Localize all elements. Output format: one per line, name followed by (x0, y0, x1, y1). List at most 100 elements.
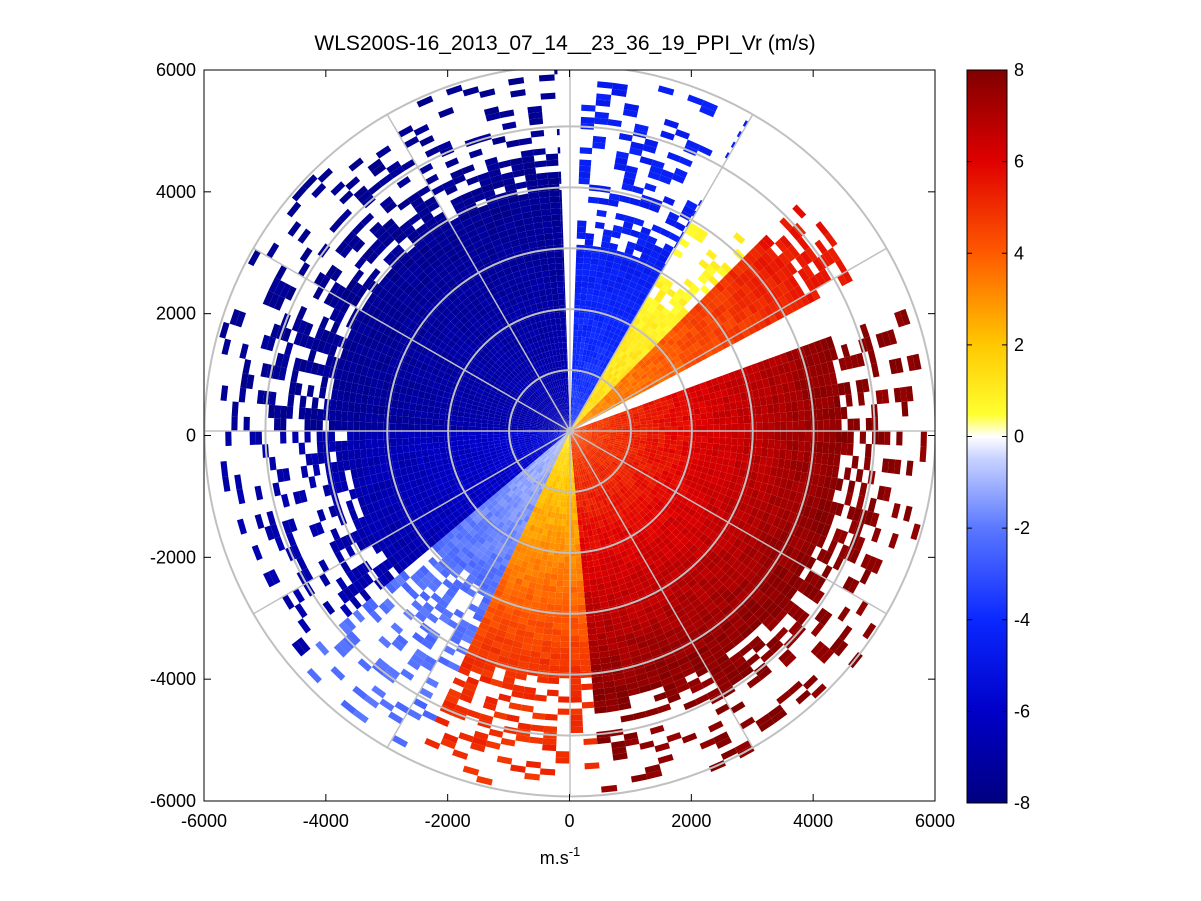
velocity-cell (361, 301, 372, 314)
velocity-cell (562, 410, 566, 417)
velocity-cell (541, 301, 549, 309)
velocity-cell (493, 395, 501, 402)
velocity-cell (580, 361, 585, 368)
velocity-cell (482, 411, 490, 417)
velocity-cell (368, 386, 377, 397)
velocity-cell (755, 414, 763, 423)
velocity-cell (482, 390, 490, 397)
velocity-cell (463, 417, 470, 423)
velocity-cell (718, 444, 726, 452)
velocity-cell (768, 431, 775, 440)
velocity-cell (431, 227, 444, 239)
velocity-cell (260, 362, 270, 378)
velocity-cell (505, 398, 513, 404)
velocity-cell (547, 171, 559, 179)
velocity-cell (559, 311, 566, 319)
velocity-cell (548, 425, 555, 428)
velocity-cell (290, 369, 299, 383)
velocity-cell (329, 295, 340, 309)
velocity-cell (664, 417, 671, 423)
velocity-cell (487, 358, 496, 367)
velocity-cell (580, 555, 588, 563)
velocity-cell (266, 242, 280, 259)
velocity-cell (318, 316, 330, 330)
velocity-cell (577, 379, 581, 386)
velocity-cell (485, 383, 493, 390)
velocity-cell (595, 99, 611, 107)
velocity-cell (431, 387, 439, 396)
velocity-cell (445, 84, 463, 96)
velocity-cell (546, 159, 559, 167)
velocity-cell (517, 193, 530, 202)
velocity-cell (556, 330, 562, 337)
velocity-cell (588, 313, 595, 321)
velocity-cell (478, 350, 487, 359)
velocity-cell (543, 421, 550, 425)
velocity-cell (488, 413, 496, 418)
velocity-cell (550, 647, 561, 654)
velocity-cell (368, 358, 378, 370)
velocity-cell (380, 344, 391, 356)
velocity-cell (505, 335, 513, 344)
velocity-cell (371, 350, 381, 361)
velocity-cell (388, 283, 400, 296)
velocity-cell (548, 426, 555, 429)
velocity-cell (833, 395, 841, 408)
velocity-cell (532, 414, 540, 418)
velocity-cell (489, 232, 500, 242)
velocity-cell (557, 392, 562, 399)
velocity-cell (822, 408, 830, 420)
velocity-cell (235, 310, 247, 328)
velocity-cell (570, 396, 573, 404)
velocity-cell (719, 424, 726, 431)
velocity-cell (518, 137, 533, 146)
velocity-cell (559, 391, 563, 399)
velocity-cell (835, 431, 842, 443)
velocity-cell (572, 390, 575, 398)
velocity-cell (501, 330, 510, 339)
velocity-cell (761, 439, 769, 449)
velocity-cell (741, 399, 749, 409)
velocity-cell (741, 453, 749, 463)
velocity-cell (274, 264, 288, 281)
velocity-cell (555, 537, 561, 544)
velocity-cell (683, 431, 690, 437)
velocity-cell (594, 111, 610, 120)
velocity-cell (262, 290, 275, 307)
velocity-cell (791, 401, 799, 412)
velocity-cell (360, 212, 375, 226)
velocity-cell (522, 353, 529, 362)
velocity-cell (576, 336, 582, 343)
velocity-cell (580, 293, 587, 301)
velocity-cell (571, 384, 574, 391)
velocity-cell (286, 406, 294, 419)
velocity-cell (560, 404, 564, 411)
velocity-cell (371, 163, 387, 177)
velocity-cell (554, 428, 561, 431)
velocity-cell (547, 412, 554, 418)
velocity-cell (542, 744, 557, 752)
velocity-cell (590, 664, 602, 672)
velocity-cell (439, 283, 451, 294)
velocity-cell (493, 344, 502, 352)
velocity-cell (341, 401, 349, 412)
velocity-cell (472, 358, 481, 367)
velocity-cell (707, 424, 714, 431)
velocity-cell (299, 333, 309, 348)
velocity-cell (544, 239, 554, 247)
velocity-cell (376, 379, 385, 390)
velocity-cell (489, 206, 502, 216)
velocity-cell (421, 404, 429, 413)
velocity-cell (407, 191, 421, 204)
velocity-cell (713, 417, 720, 425)
velocity-cell (539, 658, 551, 666)
velocity-cell (545, 363, 551, 371)
velocity-cell (525, 391, 532, 398)
velocity-cell (401, 158, 416, 172)
velocity-cell (426, 315, 437, 325)
velocity-cell (597, 81, 613, 89)
velocity-cell (729, 401, 737, 410)
velocity-cell (582, 324, 588, 332)
velocity-cell (557, 708, 570, 715)
velocity-cell (432, 328, 442, 339)
